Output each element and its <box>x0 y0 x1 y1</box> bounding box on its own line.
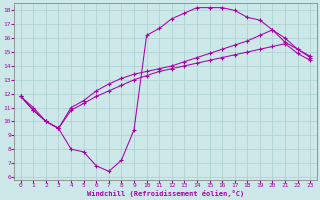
X-axis label: Windchill (Refroidissement éolien,°C): Windchill (Refroidissement éolien,°C) <box>87 190 244 197</box>
